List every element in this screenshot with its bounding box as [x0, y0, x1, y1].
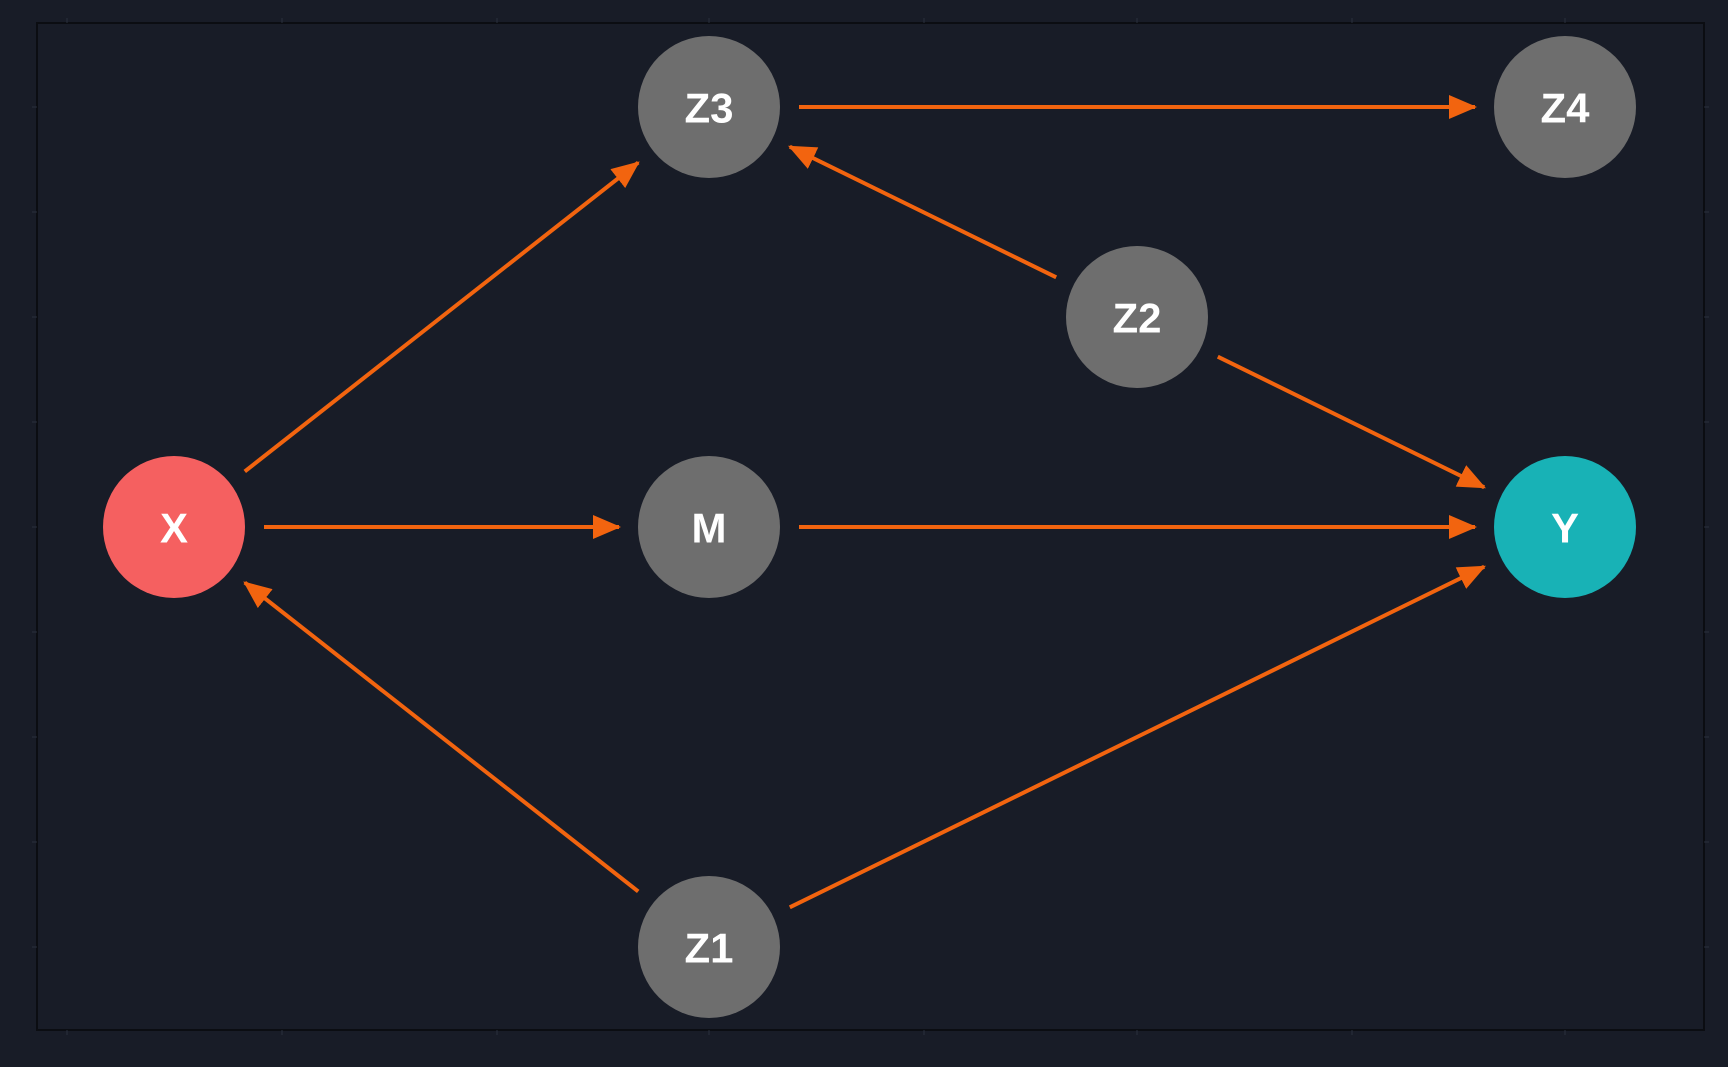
- node-circle-y: [1494, 456, 1636, 598]
- node-z3: Z3: [638, 36, 780, 178]
- node-m: M: [638, 456, 780, 598]
- edge-x-to-z3: [243, 161, 640, 473]
- node-circle-m: [638, 456, 780, 598]
- node-label-y: Y: [1551, 505, 1579, 552]
- node-label-z1: Z1: [684, 925, 733, 972]
- edge-z2-to-y: [1216, 354, 1486, 490]
- edges-layer: [243, 95, 1486, 910]
- node-circle-x: [103, 456, 245, 598]
- node-label-z3: Z3: [684, 85, 733, 132]
- node-x: X: [103, 456, 245, 598]
- node-circle-z3: [638, 36, 780, 178]
- edge-z1-to-x: [243, 581, 640, 893]
- node-label-x: X: [160, 505, 188, 552]
- edge-z2-to-z3: [788, 144, 1058, 280]
- node-label-z4: Z4: [1540, 85, 1590, 132]
- node-label-z2: Z2: [1112, 295, 1161, 342]
- node-circle-z4: [1494, 36, 1636, 178]
- node-y: Y: [1494, 456, 1636, 598]
- edge-z1-to-y: [788, 564, 1486, 910]
- nodes-layer: X M Y Z1 Z2 Z3 Z4: [103, 36, 1636, 1018]
- node-circle-z2: [1066, 246, 1208, 388]
- node-z2: Z2: [1066, 246, 1208, 388]
- node-z1: Z1: [638, 876, 780, 1018]
- node-z4: Z4: [1494, 36, 1636, 178]
- node-circle-z1: [638, 876, 780, 1018]
- node-label-m: M: [692, 505, 727, 552]
- axis-ticks: [32, 18, 1709, 1035]
